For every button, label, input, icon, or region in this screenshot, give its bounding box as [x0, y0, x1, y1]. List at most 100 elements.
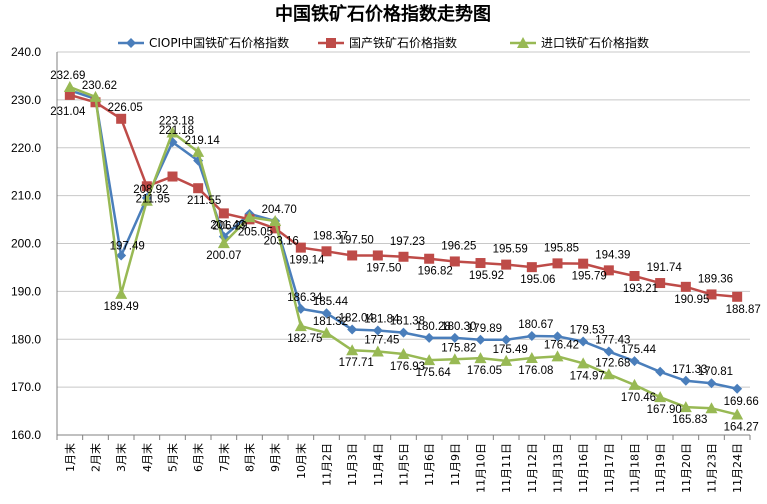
data-point-marker — [398, 327, 409, 338]
data-point-marker — [680, 375, 691, 386]
data-point-marker — [140, 194, 153, 206]
x-tick-label: 11月20日 — [680, 443, 693, 493]
data-point-marker — [629, 356, 640, 367]
legend-label: 国产铁矿石价格指数 — [349, 35, 457, 50]
data-point-marker — [475, 334, 486, 345]
data-point-marker — [192, 145, 205, 157]
data-point-marker — [372, 250, 383, 261]
x-tick-label: 11月16日 — [577, 443, 590, 493]
legend-label: 进口铁矿石价格指数 — [541, 35, 649, 50]
data-label: 176.05 — [467, 365, 502, 377]
data-point-marker — [578, 336, 589, 347]
x-tick-label: 11月13日 — [552, 443, 565, 493]
axes: 160.0 170.0 180.0 190.0 200.0 210.0 220.0 230.0… — [11, 45, 751, 493]
data-point-marker — [321, 246, 332, 257]
data-point-marker — [89, 90, 102, 102]
x-tick-label: 11月17日 — [603, 443, 616, 493]
data-label: 177.43 — [595, 335, 630, 347]
data-point-marker — [218, 208, 229, 219]
data-point-marker — [679, 401, 692, 413]
data-label: 176.93 — [390, 361, 425, 373]
data-point-marker — [602, 368, 615, 380]
data-point-marker — [397, 347, 410, 359]
data-label: 174.97 — [570, 370, 605, 382]
data-point-marker — [705, 402, 718, 414]
y-tick-label: 230.0 — [11, 93, 41, 107]
data-label: 182.75 — [287, 333, 322, 345]
data-label: 196.25 — [441, 240, 476, 252]
data-label: 223.18 — [159, 116, 194, 128]
data-label: 175.49 — [493, 344, 528, 356]
data-point-marker — [269, 214, 282, 226]
data-point-marker — [193, 183, 204, 194]
data-point-marker — [654, 391, 667, 403]
data-point-marker — [346, 344, 359, 356]
data-label: 200.07 — [206, 250, 241, 262]
data-label: 195.85 — [544, 242, 579, 254]
x-tick-label: 9月末 — [268, 443, 282, 472]
data-label: 203.16 — [264, 235, 299, 247]
data-point-marker — [398, 251, 409, 262]
data-point-marker — [500, 354, 513, 366]
legend: CIOPI中国铁矿石价格指数 国产铁矿石价格指数 进口铁矿石价格指数 — [118, 35, 649, 50]
data-label: 180.30 — [441, 321, 476, 333]
data-label: 221.18 — [159, 125, 194, 137]
data-point-marker — [321, 308, 332, 319]
x-tick-label: 11月2日 — [321, 443, 334, 486]
x-tick-label: 1月末 — [63, 443, 77, 472]
y-tick-label: 180.0 — [11, 332, 41, 346]
data-label: 195.79 — [572, 271, 607, 283]
data-label: 211.55 — [187, 195, 221, 207]
data-point-marker — [578, 258, 589, 269]
data-label: 197.50 — [366, 262, 401, 274]
data-label: 231.04 — [50, 106, 86, 118]
data-label: 181.38 — [390, 316, 425, 328]
data-point-marker — [603, 346, 614, 357]
data-point-marker — [501, 259, 512, 270]
data-point-marker — [116, 250, 127, 261]
data-point-marker — [63, 80, 76, 92]
data-label: 226.05 — [108, 102, 143, 114]
data-point-marker — [552, 331, 563, 342]
data-label: 170.46 — [621, 392, 656, 404]
data-point-marker — [629, 271, 640, 282]
data-point-marker — [243, 211, 256, 223]
data-point-marker — [526, 331, 537, 342]
data-label: 211.95 — [136, 193, 170, 205]
data-point-marker — [577, 357, 590, 369]
data-label: 193.21 — [623, 283, 658, 295]
data-label: 171.33 — [672, 364, 707, 376]
data-point-marker — [424, 253, 435, 264]
x-tick-label: 2月末 — [89, 443, 103, 472]
y-tick-label: 160.0 — [11, 428, 41, 442]
x-tick-label: 11月3日 — [346, 443, 359, 486]
data-label: 189.49 — [104, 301, 139, 313]
data-point-marker — [731, 408, 744, 420]
data-label: 165.83 — [672, 414, 707, 426]
data-label: 204.70 — [262, 204, 297, 216]
data-point-marker — [732, 291, 743, 302]
x-tick-label: 11月9日 — [449, 443, 462, 486]
data-label: 164.27 — [724, 422, 759, 434]
data-label: 206.29 — [212, 220, 247, 232]
data-label: 176.08 — [518, 365, 553, 377]
x-tick-label: 11月11日 — [500, 443, 513, 493]
data-label: 177.45 — [364, 334, 399, 346]
data-label: 199.14 — [289, 255, 325, 267]
data-point-marker — [141, 181, 152, 192]
x-tick-label: 8月末 — [243, 443, 257, 472]
data-label: 232.69 — [50, 70, 85, 82]
y-tick-label: 200.0 — [11, 237, 41, 251]
data-point-marker — [474, 352, 487, 364]
data-label: 186.34 — [287, 292, 323, 304]
y-tick-label: 240.0 — [11, 45, 41, 59]
x-tick-label: 11月10日 — [475, 443, 488, 493]
data-label: 175.44 — [621, 344, 657, 356]
data-point-marker — [706, 378, 717, 389]
y-tick-label: 190.0 — [11, 284, 41, 298]
data-label: 201.43 — [210, 220, 245, 232]
data-point-marker — [372, 325, 383, 336]
x-tick-label: 11月23日 — [706, 443, 719, 493]
data-point-marker — [552, 258, 563, 269]
data-point-marker — [371, 345, 384, 357]
